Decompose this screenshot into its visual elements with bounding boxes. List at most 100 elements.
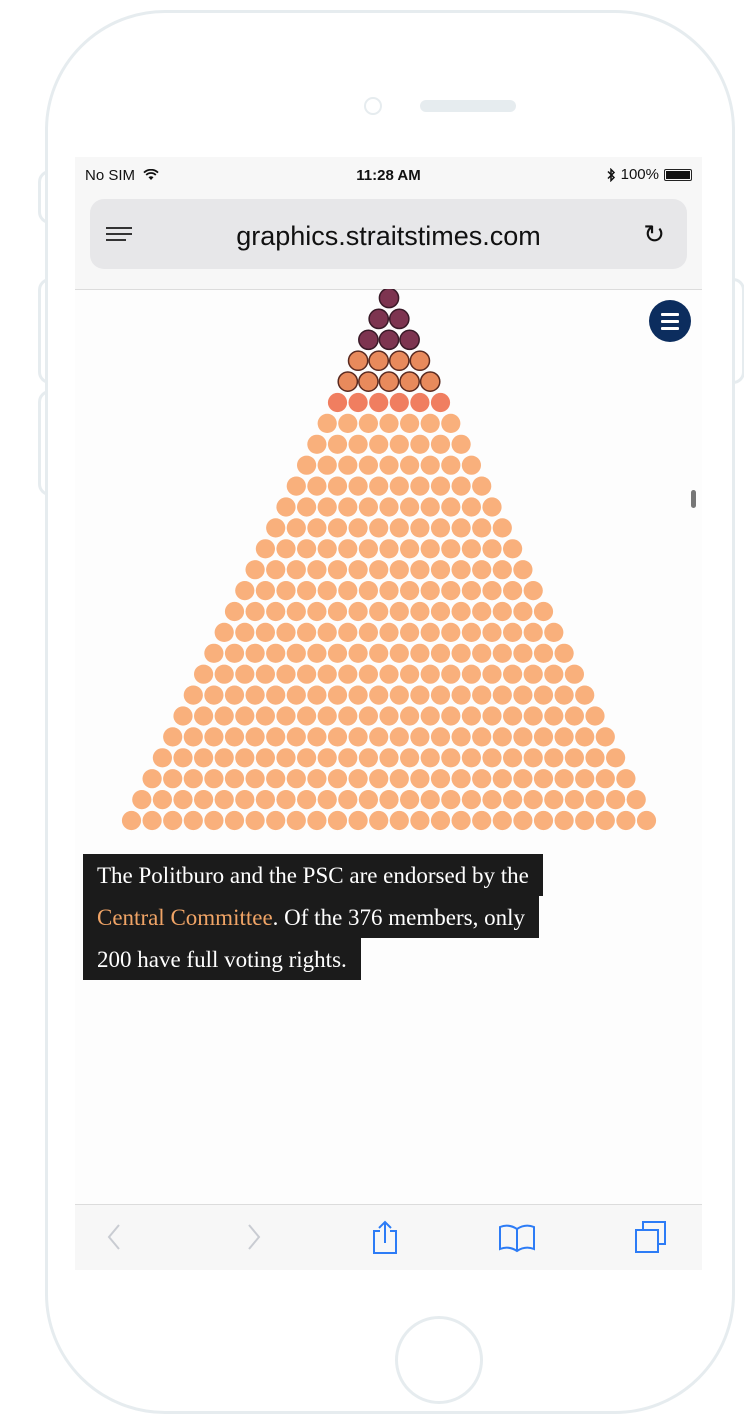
committee-member-dot <box>327 476 348 496</box>
url-text[interactable]: graphics.straitstimes.com <box>236 221 541 251</box>
committee-member-dot <box>492 769 512 789</box>
committee-member-dot <box>461 581 481 601</box>
committee-member-dot <box>410 476 430 496</box>
politburo-member-dot <box>358 371 379 392</box>
psc-member-dot <box>388 308 410 330</box>
committee-member-dot <box>585 706 605 726</box>
committee-member-dot <box>338 706 358 726</box>
committee-member-dot <box>307 601 327 622</box>
committee-member-dot <box>451 560 471 580</box>
home-button[interactable] <box>395 1316 483 1404</box>
committee-member-dot <box>224 601 245 622</box>
committee-member-dot <box>338 497 358 517</box>
committee-member-dot <box>286 810 306 831</box>
committee-member-dot <box>503 581 523 601</box>
committee-member-dot <box>472 476 492 496</box>
bookmarks-icon[interactable] <box>497 1219 537 1255</box>
committee-member-dot <box>327 434 348 454</box>
committee-member-dot <box>369 685 389 705</box>
committee-member-dot <box>297 455 317 475</box>
committee-member-dot <box>554 810 574 831</box>
committee-member-dot <box>482 539 502 559</box>
reload-icon[interactable]: ↻ <box>643 219 665 249</box>
back-arrow-icon[interactable] <box>103 1219 127 1255</box>
committee-member-dot <box>266 769 286 789</box>
committee-member-dot <box>400 748 420 768</box>
committee-member-dot <box>348 476 368 496</box>
committee-member-dot <box>410 560 430 580</box>
committee-member-dot <box>245 727 265 747</box>
committee-member-dot <box>358 706 378 726</box>
committee-member-dot <box>430 810 451 831</box>
committee-member-dot <box>503 664 523 684</box>
committee-member-dot <box>317 664 337 684</box>
committee-member-dot <box>338 413 358 433</box>
committee-member-dot <box>276 581 296 601</box>
committee-member-dot <box>472 518 492 538</box>
address-bar[interactable]: graphics.straitstimes.com ↻ <box>90 199 687 269</box>
committee-member-dot <box>297 790 317 810</box>
committee-member-dot <box>492 810 512 831</box>
committee-member-dot <box>121 810 142 831</box>
committee-member-dot <box>379 539 399 559</box>
phone-power-button <box>732 278 744 384</box>
committee-member-dot <box>513 601 533 622</box>
committee-member-dot <box>379 748 399 768</box>
committee-member-dot <box>400 539 420 559</box>
committee-member-dot <box>152 748 172 768</box>
carrier-label: No SIM <box>85 167 136 184</box>
committee-member-dot <box>286 643 306 663</box>
committee-member-dot <box>327 643 348 663</box>
committee-member-dot <box>420 581 440 601</box>
committee-member-dot <box>420 706 440 726</box>
committee-member-dot <box>482 790 502 810</box>
share-icon[interactable] <box>369 1219 401 1255</box>
committee-member-dot <box>358 664 378 684</box>
committee-member-dot <box>327 560 348 580</box>
committee-member-dot <box>317 748 337 768</box>
hamburger-menu-icon[interactable] <box>649 300 691 342</box>
committee-member-dot <box>441 413 461 433</box>
committee-member-dot <box>327 769 348 789</box>
battery-icon <box>664 168 692 181</box>
committee-member-dot <box>358 413 378 433</box>
committee-member-dot <box>163 810 183 831</box>
committee-member-dot <box>297 497 317 517</box>
committee-member-dot <box>338 581 358 601</box>
committee-member-dot <box>214 790 234 810</box>
committee-member-dot <box>441 664 461 684</box>
committee-member-dot <box>461 664 481 684</box>
committee-member-dot <box>410 434 430 454</box>
committee-member-dot <box>214 622 234 642</box>
committee-member-dot <box>430 643 451 663</box>
committee-member-dot <box>276 497 296 517</box>
scroll-indicator[interactable] <box>691 490 696 508</box>
committee-member-dot <box>472 560 492 580</box>
psc-member-dot <box>368 308 390 330</box>
committee-member-dot <box>307 643 327 663</box>
committee-member-dot <box>554 643 574 663</box>
committee-member-dot <box>595 769 615 789</box>
reader-mode-icon[interactable] <box>106 227 132 245</box>
committee-member-dot <box>523 790 543 810</box>
committee-member-dot <box>513 560 533 580</box>
committee-member-dot <box>266 810 286 831</box>
committee-member-dot <box>338 664 358 684</box>
committee-member-dot <box>286 769 306 789</box>
committee-member-dot <box>461 539 481 559</box>
committee-member-dot <box>297 539 317 559</box>
committee-member-dot <box>533 810 554 831</box>
committee-member-dot <box>235 581 255 601</box>
committee-member-dot <box>214 664 234 684</box>
committee-member-dot <box>369 810 389 831</box>
committee-member-dot <box>204 643 224 663</box>
forward-arrow-icon[interactable] <box>241 1219 265 1255</box>
status-time: 11:28 AM <box>356 167 421 184</box>
committee-member-dot <box>451 810 471 831</box>
tabs-icon[interactable] <box>633 1219 669 1255</box>
committee-member-dot <box>379 413 399 433</box>
central-committee-link[interactable]: Central Committee <box>97 905 273 930</box>
committee-member-dot <box>513 685 533 705</box>
committee-member-dot <box>575 727 595 747</box>
committee-member-dot <box>163 727 183 747</box>
